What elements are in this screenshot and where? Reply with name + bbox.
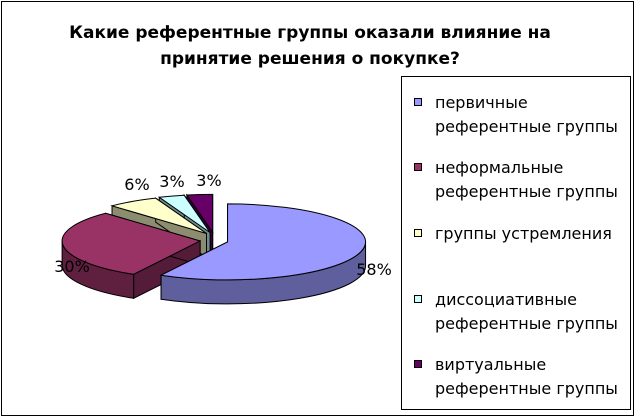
legend-swatch	[414, 295, 422, 303]
data-label: 3%	[159, 172, 184, 191]
pie-slice	[159, 203, 367, 305]
data-label: 3%	[196, 171, 221, 190]
legend-swatch	[414, 98, 422, 106]
legend: первичные референтные группы неформальны…	[401, 76, 631, 410]
legend-label: группы устремления	[435, 224, 612, 243]
legend-label: диссоциативные референтные группы	[435, 290, 618, 333]
legend-label: виртуальные референтные группы	[435, 355, 618, 398]
pie-slice-top	[61, 212, 202, 275]
legend-swatch	[414, 229, 422, 237]
data-label: 58%	[356, 260, 392, 279]
legend-swatch	[414, 360, 422, 368]
pie-slice-top	[185, 193, 214, 234]
pie-slice-top	[159, 203, 366, 281]
chart-title: Какие референтные группы оказали влияние…	[69, 23, 551, 69]
data-label: 30%	[54, 257, 90, 276]
pie-slice-top	[110, 197, 207, 234]
legend-swatch	[414, 163, 422, 171]
pie-slice-top	[157, 194, 211, 234]
legend-label: неформальные референтные группы	[435, 158, 618, 201]
legend-label: первичные референтные группы	[435, 93, 618, 136]
data-label: 6%	[124, 175, 149, 194]
